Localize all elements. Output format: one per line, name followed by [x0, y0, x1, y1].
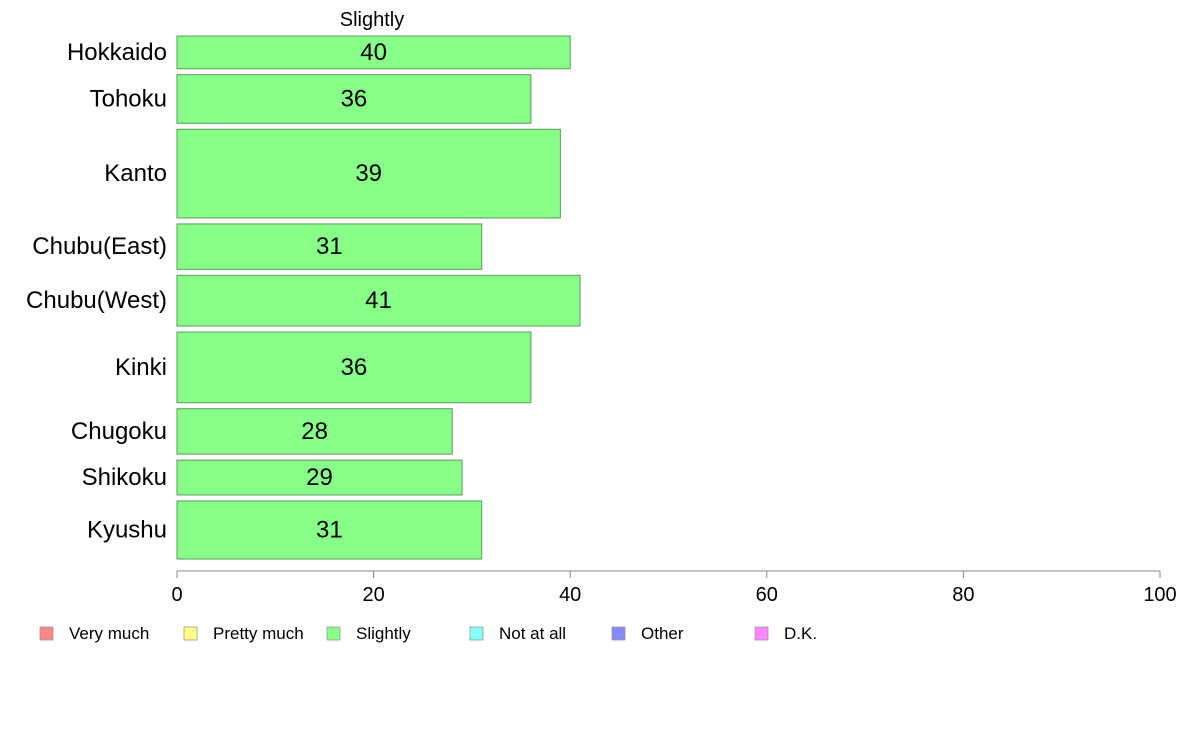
legend-label-d-k: D.K. [784, 624, 817, 643]
x-tick-label-100: 100 [1143, 584, 1176, 606]
legend-item-other: Other [611, 624, 684, 643]
x-tick-label-80: 80 [952, 584, 974, 606]
value-label-kinki: 36 [341, 354, 368, 381]
x-tick-label-20: 20 [362, 584, 384, 606]
legend-item-very-much: Very much [39, 624, 149, 643]
value-label-chugoku: 28 [301, 418, 328, 445]
value-label-tohoku: 36 [341, 86, 368, 113]
legend-swatch-not-at-all [469, 626, 484, 641]
bar-chugoku [176, 408, 453, 455]
legend-item-d-k: D.K. [754, 624, 817, 643]
legend-item-pretty-much: Pretty much [183, 624, 304, 643]
value-label-hokkaido: 40 [360, 39, 387, 66]
value-label-chubu-east: 31 [316, 233, 343, 260]
legend-label-very-much: Very much [69, 624, 149, 643]
category-label-chubu-east: Chubu(East) [32, 233, 167, 260]
x-tick-label-40: 40 [559, 584, 581, 606]
legend-item-slightly: Slightly [326, 624, 411, 643]
x-tick-label-0: 0 [171, 584, 182, 606]
category-label-chugoku: Chugoku [71, 418, 167, 445]
legend-label-not-at-all: Not at all [499, 624, 566, 643]
category-label-hokkaido: Hokkaido [67, 39, 167, 66]
value-label-chubu-west: 41 [365, 287, 392, 314]
value-label-shikoku: 29 [306, 464, 333, 491]
legend-label-slightly: Slightly [356, 624, 411, 643]
legend-swatch-slightly [326, 626, 341, 641]
category-label-kanto: Kanto [104, 160, 167, 187]
legend-swatch-pretty-much [183, 626, 198, 641]
x-tick-label-60: 60 [756, 584, 778, 606]
bars-layer: 40 Hokkaido 36 Tohoku 39 Kanto 31 Chubu(East) 41… [26, 35, 581, 560]
legend-label-pretty-much: Pretty much [213, 624, 304, 643]
category-label-chubu-west: Chubu(West) [26, 287, 167, 314]
bar-kinki [176, 331, 532, 404]
legend: Very much Pretty much Slightly Not at all Ot… [39, 624, 817, 643]
value-label-kanto: 39 [355, 160, 382, 187]
category-label-shikoku: Shikoku [82, 464, 167, 491]
category-label-tohoku: Tohoku [90, 86, 167, 113]
bar-kyushu [176, 500, 483, 560]
x-axis: 0 20 40 60 80 100 [171, 570, 1177, 606]
bar-chubu-west [176, 274, 581, 327]
value-label-kyushu: 31 [316, 516, 343, 543]
legend-swatch-very-much [39, 626, 54, 641]
bar-tohoku [176, 74, 532, 124]
legend-item-not-at-all: Not at all [469, 624, 566, 643]
chart-title: Slightly [340, 9, 404, 31]
category-label-kinki: Kinki [115, 354, 167, 381]
legend-label-other: Other [641, 624, 684, 643]
bar-chubu-east [176, 223, 483, 270]
bar-hokkaido [176, 35, 571, 70]
category-label-kyushu: Kyushu [87, 516, 167, 543]
bar-kanto [176, 128, 561, 219]
bar-shikoku [176, 459, 463, 496]
legend-swatch-d-k [754, 626, 769, 641]
legend-swatch-other [611, 626, 626, 641]
